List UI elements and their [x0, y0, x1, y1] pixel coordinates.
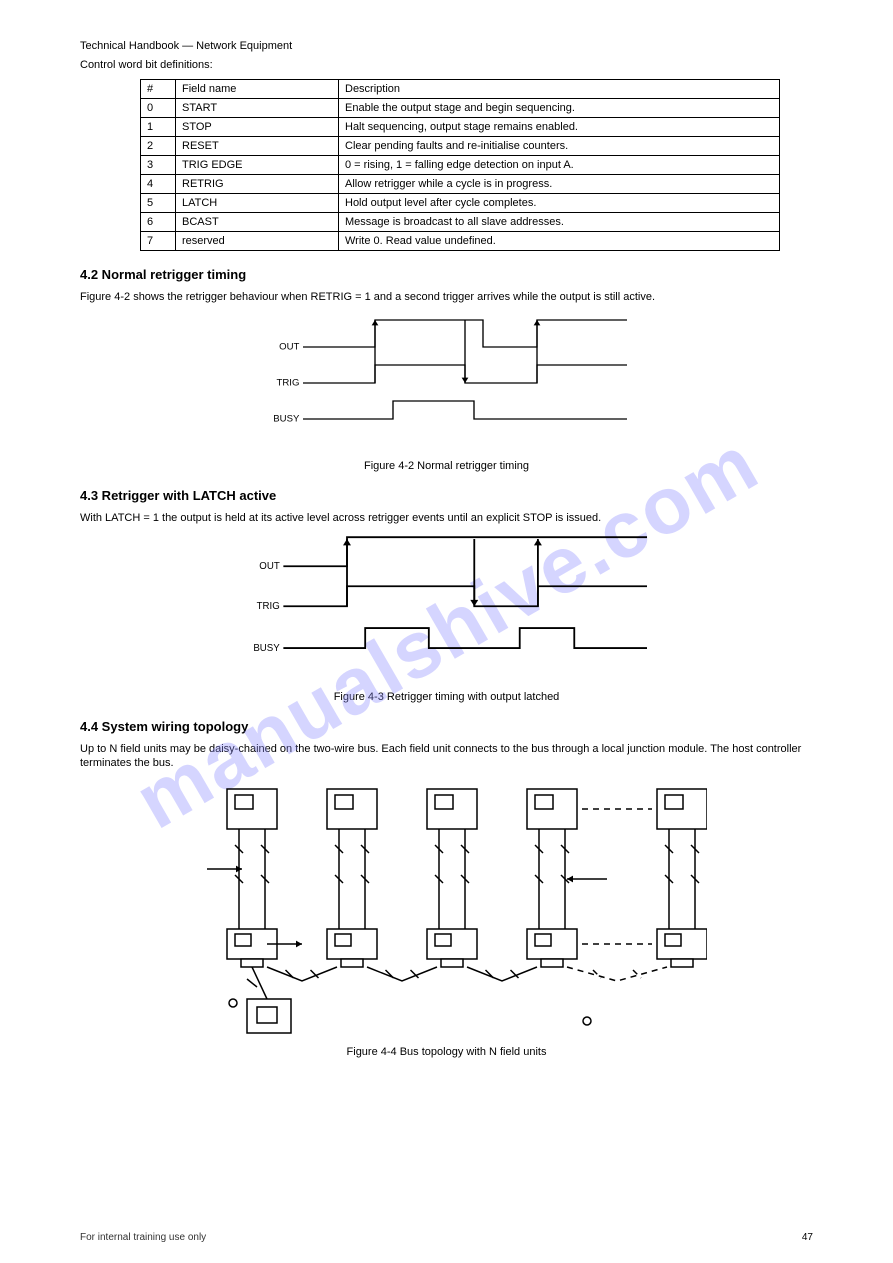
table-cell: TRIG EDGE [176, 155, 339, 174]
table-cell: Allow retrigger while a cycle is in prog… [339, 174, 780, 193]
table-cell: Message is broadcast to all slave addres… [339, 212, 780, 231]
table-cell: START [176, 98, 339, 117]
figure-caption-timing1: Figure 4-2 Normal retrigger timing [80, 460, 813, 472]
section-lead-timing1: Figure 4-2 shows the retrigger behaviour… [80, 290, 813, 305]
table-cell: 1 [141, 117, 176, 136]
section-title-timing2: 4.3 Retrigger with LATCH active [80, 488, 813, 503]
table-row: 2RESETClear pending faults and re-initia… [141, 136, 780, 155]
table-header-cell: # [141, 79, 176, 98]
table-cell: 2 [141, 136, 176, 155]
figure-caption-timing2: Figure 4-3 Retrigger timing with output … [80, 691, 813, 703]
section-title-topology: 4.4 System wiring topology [80, 719, 813, 734]
table-row: 5LATCHHold output level after cycle comp… [141, 193, 780, 212]
page-header: Technical Handbook — Network Equipment [80, 40, 813, 52]
table-cell: 0 [141, 98, 176, 117]
table-cell: 3 [141, 155, 176, 174]
table-cell: 0 = rising, 1 = falling edge detection o… [339, 155, 780, 174]
page-number: 47 [802, 1232, 813, 1243]
table-cell: LATCH [176, 193, 339, 212]
figure-caption-topology: Figure 4-4 Bus topology with N field uni… [80, 1046, 813, 1058]
table-row: 6BCASTMessage is broadcast to all slave … [141, 212, 780, 231]
table-cell: 6 [141, 212, 176, 231]
page-footer-note: For internal training use only [80, 1232, 206, 1243]
table-header-cell: Description [339, 79, 780, 98]
table-row: 0STARTEnable the output stage and begin … [141, 98, 780, 117]
table-lead-text: Control word bit definitions: [80, 58, 813, 73]
figure-timing1: OUT TRIG BUSY [80, 313, 813, 456]
table-cell: Hold output level after cycle completes. [339, 193, 780, 212]
svg-text:OUT: OUT [279, 341, 299, 352]
section-title-timing1: 4.2 Normal retrigger timing [80, 267, 813, 282]
table-cell: RETRIG [176, 174, 339, 193]
svg-text:OUT: OUT [259, 561, 280, 572]
timing-diagram-1: OUT TRIG BUSY [267, 313, 627, 453]
table-cell: 5 [141, 193, 176, 212]
svg-text:BUSY: BUSY [273, 413, 300, 424]
table-cell: Enable the output stage and begin sequen… [339, 98, 780, 117]
figure-timing2: OUT TRIG BUSY [80, 534, 813, 687]
table-cell: Write 0. Read value undefined. [339, 231, 780, 250]
table-row: 1STOPHalt sequencing, output stage remai… [141, 117, 780, 136]
table-cell: RESET [176, 136, 339, 155]
table-cell: Halt sequencing, output stage remains en… [339, 117, 780, 136]
svg-text:BUSY: BUSY [253, 642, 280, 653]
svg-text:TRIG: TRIG [256, 601, 279, 612]
table-cell: BCAST [176, 212, 339, 231]
table-cell: 4 [141, 174, 176, 193]
table-row: 7reservedWrite 0. Read value undefined. [141, 231, 780, 250]
section-lead-timing2: With LATCH = 1 the output is held at its… [80, 511, 813, 526]
table-cell: Clear pending faults and re-initialise c… [339, 136, 780, 155]
table-cell: 7 [141, 231, 176, 250]
table-cell: STOP [176, 117, 339, 136]
table-row: 4RETRIGAllow retrigger while a cycle is … [141, 174, 780, 193]
table-header-cell: Field name [176, 79, 339, 98]
table-row: 3TRIG EDGE0 = rising, 1 = falling edge d… [141, 155, 780, 174]
topology-diagram [187, 779, 707, 1039]
timing-diagram-2: OUT TRIG BUSY [247, 534, 647, 684]
table-cell: reserved [176, 231, 339, 250]
page-container: Technical Handbook — Network Equipment C… [0, 0, 893, 1098]
bitfield-table: #Field nameDescription 0STARTEnable the … [140, 79, 780, 251]
figure-topology [80, 779, 813, 1042]
svg-text:TRIG: TRIG [276, 377, 299, 388]
section-lead-topology: Up to N field units may be daisy-chained… [80, 742, 813, 772]
